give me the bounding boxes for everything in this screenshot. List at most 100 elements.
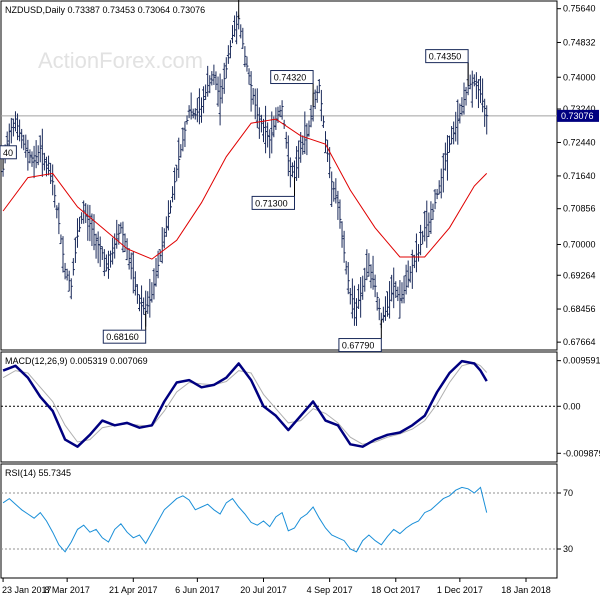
ohlc-bar	[94, 233, 98, 259]
ohlc-bar	[162, 228, 166, 249]
ohlc-bar	[32, 145, 36, 179]
ohlc-bar	[388, 281, 392, 319]
ohlc-bar	[454, 111, 458, 142]
ohlc-bar	[140, 285, 144, 330]
ohlc-bar	[241, 27, 245, 49]
ohlc-bar	[464, 86, 468, 106]
ohlc-bar	[390, 274, 394, 302]
ohlc-bar	[28, 149, 32, 164]
ohlc-bar	[253, 88, 257, 120]
ohlc-bar	[255, 88, 259, 129]
ohlc-bar	[369, 264, 373, 289]
ohlc-bar	[386, 291, 390, 317]
macd-title: MACD(12,26,9) 0.005319 0.007069	[5, 356, 148, 366]
ohlc-bar	[315, 85, 319, 103]
ohlc-bar	[185, 115, 189, 125]
ohlc-bar	[373, 274, 377, 298]
ohlc-bar	[44, 156, 48, 177]
x-tick-label: 18 Jan 2018	[501, 585, 551, 595]
price-label-box	[270, 70, 314, 85]
price-label: 0.68160	[102, 311, 147, 344]
ohlc-bar	[123, 233, 127, 253]
price-y-tick-label: 0.70000	[563, 239, 596, 249]
ohlc-bar	[402, 275, 406, 304]
ohlc-bar	[168, 200, 172, 214]
ohlc-bar	[146, 291, 150, 314]
ohlc-bar	[278, 105, 282, 118]
price-label: 0.74320	[270, 70, 314, 107]
x-tick-label: 1 Dec 2017	[437, 585, 483, 595]
ohlc-bar	[259, 114, 263, 133]
ohlc-bar	[210, 71, 214, 86]
ohlc-bar	[212, 64, 216, 85]
ohlc-bar	[346, 262, 350, 295]
ohlc-bar	[445, 135, 449, 181]
ohlc-bar	[193, 108, 197, 120]
ohlc-bar	[226, 45, 230, 64]
price-label: 0.74350	[425, 49, 469, 86]
macd-y-tick-label: 0.009591	[563, 356, 600, 366]
ohlc-bar	[295, 146, 299, 181]
price-label-text: 0.74320	[274, 73, 307, 83]
ohlc-bar	[86, 204, 90, 241]
ohlc-bar	[20, 128, 24, 149]
ohlc-bar	[431, 203, 435, 220]
ohlc-bar	[317, 79, 321, 94]
ohlc-bar	[115, 219, 119, 249]
price-label: 0.75570	[238, 0, 240, 19]
ohlc-bar	[224, 57, 228, 79]
ohlc-bar	[47, 155, 51, 176]
ohlc-bar	[481, 78, 485, 113]
ohlc-bar	[177, 137, 181, 178]
ohlc-bar	[352, 285, 356, 326]
ohlc-bar	[228, 40, 232, 59]
x-tick-label: 20 Jul 2017	[240, 585, 287, 595]
ohlc-bar	[450, 126, 454, 145]
price-label-box	[338, 338, 382, 353]
ohlc-bar	[65, 268, 69, 281]
ohlc-bar	[129, 252, 133, 280]
ohlc-bar	[189, 92, 193, 120]
ohlc-bar	[344, 260, 348, 275]
ohlc-bar	[154, 258, 158, 287]
chart-title: NZDUSD,Daily 0.73387 0.73453 0.73064 0.7…	[5, 5, 205, 15]
ohlc-bar	[417, 244, 421, 262]
ohlc-bar	[441, 153, 445, 193]
x-tick-label: 23 Jan 2017	[2, 585, 52, 595]
rsi-panel-frame	[0, 463, 558, 579]
ohlc-bar	[268, 129, 272, 159]
price-label-box	[0, 145, 17, 160]
ohlc-bar	[59, 234, 63, 245]
macd-y-tick-label: 0.00	[563, 401, 581, 411]
ohlc-bar	[321, 115, 325, 128]
ohlc-bar	[433, 189, 437, 210]
x-tick-label: 6 Jun 2017	[175, 585, 220, 595]
ohlc-bar	[410, 249, 414, 289]
ohlc-bar	[187, 105, 191, 119]
price-label: 0.67790	[338, 319, 382, 353]
ohlc-bar	[363, 267, 367, 292]
ohlc-bar	[179, 144, 183, 158]
ohlc-bar	[460, 97, 464, 116]
ohlc-bar	[24, 134, 28, 158]
ohlc-bar	[208, 75, 212, 94]
ohlc-bar	[396, 286, 400, 302]
ohlc-bar	[425, 200, 429, 248]
ohlc-bar	[456, 99, 460, 145]
ohlc-bar	[375, 292, 379, 311]
ohlc-bar	[98, 236, 102, 267]
ohlc-bar	[220, 79, 224, 104]
ohlc-bar	[16, 113, 20, 141]
ohlc-bar	[160, 227, 164, 264]
ohlc-bar	[303, 111, 307, 154]
ohlc-bar	[202, 86, 206, 114]
ohlc-bar	[264, 105, 268, 154]
macd-y-tick-label: -0.009879	[563, 448, 600, 458]
ohlc-bar	[452, 121, 456, 145]
price-y-tick-label: 0.72440	[563, 137, 596, 147]
x-tick-label: 21 Apr 2017	[109, 585, 158, 595]
ohlc-bar	[338, 199, 342, 229]
ohlc-bar	[474, 72, 478, 100]
ohlc-bar	[280, 100, 284, 120]
